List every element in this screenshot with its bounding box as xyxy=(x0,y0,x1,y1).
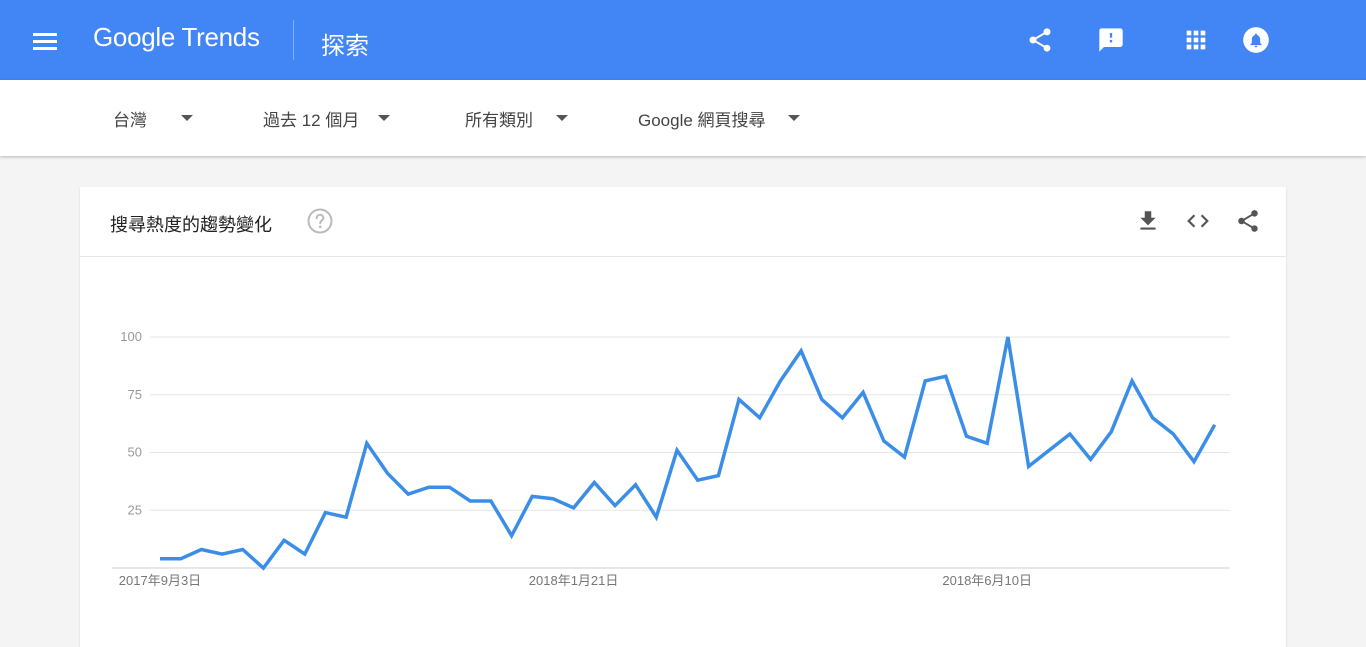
data-point[interactable] xyxy=(650,511,662,523)
data-point[interactable] xyxy=(733,393,745,405)
top-app-bar: Google Trends 探索 xyxy=(0,0,1366,80)
chevron-down-icon xyxy=(181,115,193,121)
apps-icon[interactable] xyxy=(1182,26,1210,54)
data-point[interactable] xyxy=(216,548,228,560)
data-point[interactable] xyxy=(1188,456,1200,468)
chevron-down-icon xyxy=(378,115,390,121)
y-tick-label: 100 xyxy=(120,329,142,344)
data-point[interactable] xyxy=(919,375,931,387)
data-point[interactable] xyxy=(1043,444,1055,456)
search-type-value: Google 網頁搜尋 xyxy=(638,111,766,130)
x-tick-label: 2018年1月21日 xyxy=(529,573,619,588)
data-point[interactable] xyxy=(340,511,352,523)
data-point[interactable] xyxy=(940,370,952,382)
data-point[interactable] xyxy=(195,544,207,556)
data-point[interactable] xyxy=(857,386,869,398)
data-point[interactable] xyxy=(878,435,890,447)
y-tick-label: 50 xyxy=(128,445,142,460)
category-dropdown[interactable]: 所有類別 xyxy=(465,106,571,130)
search-type-dropdown[interactable]: Google 網頁搜尋 xyxy=(638,106,804,130)
data-point[interactable] xyxy=(319,507,331,519)
download-icon[interactable] xyxy=(1135,208,1161,234)
chevron-down-icon xyxy=(556,115,568,121)
data-point[interactable] xyxy=(671,444,683,456)
data-point[interactable] xyxy=(175,553,187,565)
y-tick-label: 75 xyxy=(128,387,142,402)
card-header: 搜尋熱度的趨勢變化 xyxy=(80,187,1286,257)
data-point[interactable] xyxy=(506,530,518,542)
data-point[interactable] xyxy=(712,470,724,482)
data-point[interactable] xyxy=(154,553,166,565)
region-value: 台灣 xyxy=(113,111,147,130)
data-point[interactable] xyxy=(381,467,393,479)
share-icon[interactable] xyxy=(1026,26,1054,54)
share-icon[interactable] xyxy=(1235,208,1261,234)
data-point[interactable] xyxy=(568,502,580,514)
data-point[interactable] xyxy=(485,495,497,507)
x-tick-label: 2017年9月3日 xyxy=(119,573,201,588)
data-point[interactable] xyxy=(278,534,290,546)
card-title: 搜尋熱度的趨勢變化 xyxy=(110,215,272,235)
data-point[interactable] xyxy=(1064,428,1076,440)
data-point[interactable] xyxy=(464,495,476,507)
data-point[interactable] xyxy=(898,451,910,463)
data-point[interactable] xyxy=(1105,426,1117,438)
page-title: 探索 xyxy=(321,33,369,60)
data-point[interactable] xyxy=(795,345,807,357)
data-point[interactable] xyxy=(526,490,538,502)
time-range-dropdown[interactable]: 過去 12 個月 xyxy=(263,106,393,130)
data-point[interactable] xyxy=(588,477,600,489)
data-point[interactable] xyxy=(754,412,766,424)
help-icon[interactable] xyxy=(306,207,334,235)
data-point[interactable] xyxy=(816,393,828,405)
data-point[interactable] xyxy=(981,437,993,449)
filter-bar: 台灣 過去 12 個月 所有類別 Google 網頁搜尋 xyxy=(0,80,1366,156)
chevron-down-icon xyxy=(788,115,800,121)
data-point[interactable] xyxy=(1126,375,1138,387)
feedback-icon[interactable] xyxy=(1097,26,1125,54)
x-tick-label: 2018年6月10日 xyxy=(942,573,1032,588)
data-point[interactable] xyxy=(1023,460,1035,472)
data-point[interactable] xyxy=(692,474,704,486)
data-point[interactable] xyxy=(609,500,621,512)
data-point[interactable] xyxy=(630,479,642,491)
region-dropdown[interactable]: 台灣 xyxy=(113,106,198,130)
embed-icon[interactable] xyxy=(1185,208,1211,234)
data-point[interactable] xyxy=(1167,428,1179,440)
interest-line-chart: 25 50 75 100 2017年9月3日 2018年1月21日 2018年6月10日 xyxy=(112,329,1230,588)
time-range-value: 過去 12 個月 xyxy=(263,111,360,130)
category-value: 所有類別 xyxy=(465,111,533,130)
data-point[interactable] xyxy=(547,493,559,505)
logo-divider xyxy=(293,20,294,60)
data-point[interactable] xyxy=(836,412,848,424)
data-point[interactable] xyxy=(423,481,435,493)
data-point[interactable] xyxy=(402,488,414,500)
data-point[interactable] xyxy=(1085,453,1097,465)
data-point[interactable] xyxy=(299,548,311,560)
y-tick-label: 25 xyxy=(128,502,142,517)
notifications-icon[interactable] xyxy=(1242,26,1270,54)
google-trends-logo[interactable]: Google Trends xyxy=(93,22,260,52)
data-point[interactable] xyxy=(361,437,373,449)
data-point[interactable] xyxy=(1147,412,1159,424)
data-point[interactable] xyxy=(444,481,456,493)
data-point[interactable] xyxy=(1209,419,1221,431)
series-line[interactable] xyxy=(160,336,1217,571)
menu-icon[interactable] xyxy=(33,33,57,51)
data-point[interactable] xyxy=(774,375,786,387)
interest-over-time-card: 搜尋熱度的趨勢變化 xyxy=(80,187,1286,647)
data-point[interactable] xyxy=(1002,331,1014,343)
data-point[interactable] xyxy=(237,544,249,556)
data-point[interactable] xyxy=(257,562,269,574)
data-point[interactable] xyxy=(961,430,973,442)
